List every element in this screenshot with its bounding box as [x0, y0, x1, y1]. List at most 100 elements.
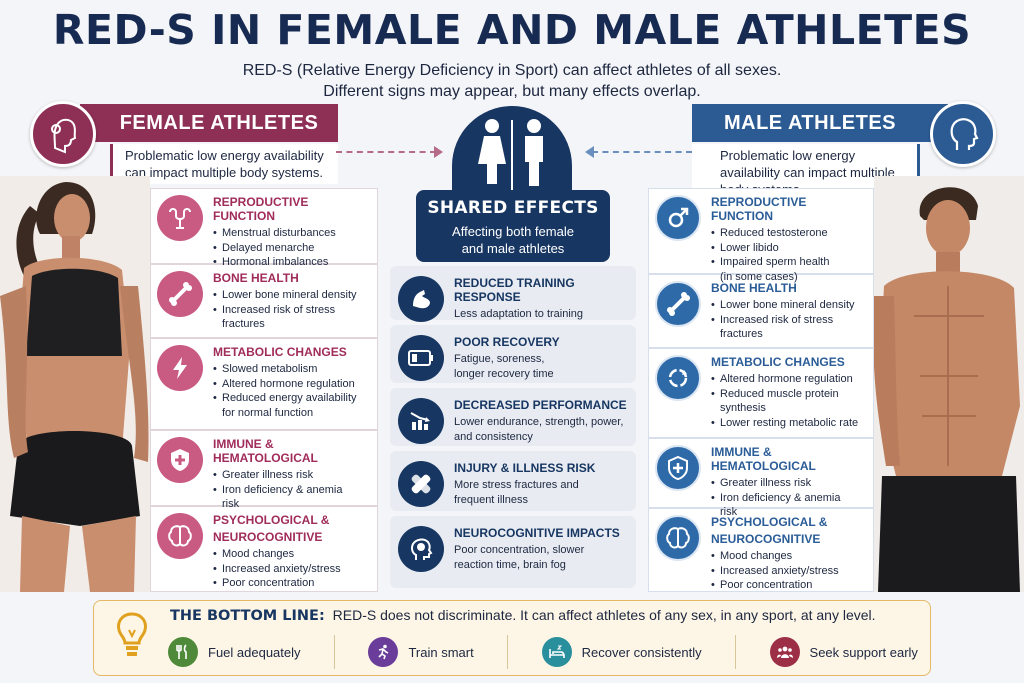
card-text: More stress fractures and frequent illne… [454, 479, 579, 506]
shared-effects-column: REDUCED TRAINING RESPONSE Less adaptation… [390, 266, 636, 588]
male-card-psychological: PSYCHOLOGICAL & NEUROCOGNITIVE Mood chang… [648, 508, 874, 592]
card-item: Increased risk of stress [711, 313, 855, 328]
card-item: Iron deficiency & anemia [711, 491, 867, 506]
head-brain-icon [398, 526, 444, 572]
cycle-icon [655, 355, 701, 401]
bone-icon [157, 271, 203, 317]
female-connector [336, 151, 436, 153]
female-card-psychological: PSYCHOLOGICAL & NEUROCOGNITIVE Mood chang… [150, 506, 378, 592]
card-item: Greater illness risk [711, 476, 867, 491]
card-item: Lower libido [711, 241, 867, 256]
male-effects-column: REPRODUCTIVE FUNCTION Reduced testostero… [648, 188, 874, 592]
card-item: (in some cases) [720, 270, 798, 283]
shared-subtitle: Affecting both female and male athletes [452, 224, 574, 256]
card-title: BONE HEALTH [711, 281, 797, 295]
shield-cross-icon [655, 445, 701, 491]
bone-icon [655, 281, 701, 327]
bed-icon [541, 637, 572, 667]
card-item: risk [720, 506, 738, 518]
people-icon [769, 637, 800, 667]
card-text: Less adaptation to training [454, 308, 584, 320]
tip-label: Recover consistently [581, 644, 702, 660]
shield-cross-icon [157, 437, 203, 483]
card-item: for normal function [222, 406, 314, 419]
male-card-immune: IMMUNE & HEMATOLOGICAL Greater illness r… [648, 438, 874, 518]
tip-label: Train smart [408, 644, 474, 660]
bandage-icon [398, 461, 444, 507]
male-symbol-icon [655, 195, 701, 241]
male-arrow-icon [585, 146, 594, 158]
card-item: Increased risk of stress [213, 303, 357, 318]
card-title: REPRODUCTIVE FUNCTION [213, 195, 309, 223]
card-item: Poor concentration [213, 576, 341, 591]
female-profile-icon [30, 101, 96, 167]
page-subtitle: RED-S (Relative Energy Deficiency in Spo… [0, 60, 1024, 102]
card-item: fractures [720, 328, 763, 340]
card-title: REDUCED TRAINING RESPONSE [454, 276, 575, 304]
shared-card-performance: DECREASED PERFORMANCE Lower endurance, st… [390, 388, 636, 446]
tip-train: Train smart [368, 637, 474, 667]
shared-effects-header: SHARED EFFECTS Affecting both female and… [416, 190, 610, 262]
card-title-2: NEUROCOGNITIVE [213, 530, 323, 544]
card-title: POOR RECOVERY [454, 335, 560, 349]
male-card-metabolic: METABOLIC CHANGES Altered hormone regula… [648, 348, 874, 438]
card-item: Hormonal imbalances [213, 255, 371, 270]
female-card-immune: IMMUNE & HEMATOLOGICAL Greater illness r… [150, 430, 378, 510]
card-title: IMMUNE & HEMATOLOGICAL [711, 445, 816, 473]
card-item: Lower bone mineral density [711, 298, 855, 313]
card-item: Altered hormone regulation [213, 377, 357, 392]
card-title: INJURY & ILLNESS RISK [454, 461, 596, 475]
tip-label: Fuel adequately [208, 644, 301, 660]
card-item: Increased anxiety/stress [213, 562, 341, 577]
card-item: Reduced muscle protein [711, 387, 858, 402]
shared-card-injury: INJURY & ILLNESS RISK More stress fractur… [390, 451, 636, 511]
female-arrow-icon [434, 146, 443, 158]
card-title: METABOLIC CHANGES [213, 345, 347, 359]
tip-fuel: Fuel adequately [168, 637, 301, 667]
uterus-icon [157, 195, 203, 241]
card-item: Reduced testosterone [711, 226, 867, 241]
bottom-line-label: THE BOTTOM LINE: [170, 608, 325, 624]
subtitle-line-1: RED-S (Relative Energy Deficiency in Spo… [242, 62, 782, 79]
card-title: METABOLIC CHANGES [711, 355, 845, 369]
female-card-metabolic: METABOLIC CHANGES Slowed metabolismAlter… [150, 338, 378, 430]
female-banner: FEMALE ATHLETES [80, 104, 338, 142]
card-item: Lower bone mineral density [213, 288, 357, 303]
male-connector [592, 151, 692, 153]
card-title: IMMUNE & HEMATOLOGICAL [213, 437, 318, 465]
card-item: fractures [222, 318, 265, 330]
flexed-arm-icon [398, 276, 444, 322]
card-item: Lower resting metabolic rate [711, 416, 858, 431]
tip-recover: Recover consistently [541, 637, 702, 667]
shared-card-neurocognitive: NEUROCOGNITIVE IMPACTS Poor concentration… [390, 516, 636, 588]
male-card-bone: BONE HEALTH Lower bone mineral densityIn… [648, 274, 874, 348]
card-item: Reduced energy availability [213, 391, 357, 406]
card-item: Poor concentration [711, 578, 839, 593]
divider [507, 635, 509, 669]
card-text: Lower endurance, strength, power, and co… [454, 416, 624, 443]
card-item: Slowed metabolism [213, 362, 357, 377]
male-banner: MALE ATHLETES [692, 104, 948, 142]
card-item: Increased anxiety/stress [711, 564, 839, 579]
lightbulb-icon [112, 610, 152, 665]
card-title-2: NEUROCOGNITIVE [711, 532, 821, 546]
bottom-line-statement: THE BOTTOM LINE: RED-S does not discrimi… [170, 607, 876, 624]
female-card-reproductive: REPRODUCTIVE FUNCTION Menstrual disturba… [150, 188, 378, 269]
brain-icon [655, 515, 701, 561]
declining-chart-icon [398, 398, 444, 444]
shared-title: SHARED EFFECTS [427, 198, 599, 218]
subtitle-line-2: Different signs may appear, but many eff… [323, 83, 701, 100]
female-card-bone: BONE HEALTH Lower bone mineral densityIn… [150, 264, 378, 338]
card-title: DECREASED PERFORMANCE [454, 398, 627, 412]
card-item: Iron deficiency & anemia [213, 483, 371, 498]
divider [333, 635, 335, 669]
fork-knife-icon [168, 637, 198, 667]
card-item: Mood changes [213, 547, 341, 562]
card-item: risk [222, 498, 240, 510]
runner-icon [368, 637, 399, 667]
card-text: Fatigue, soreness, longer recovery time [454, 353, 554, 380]
female-athlete-image [0, 176, 150, 592]
card-title: REPRODUCTIVE FUNCTION [711, 195, 807, 223]
tip-label: Seek support early [809, 644, 918, 660]
card-title: BONE HEALTH [213, 271, 299, 285]
